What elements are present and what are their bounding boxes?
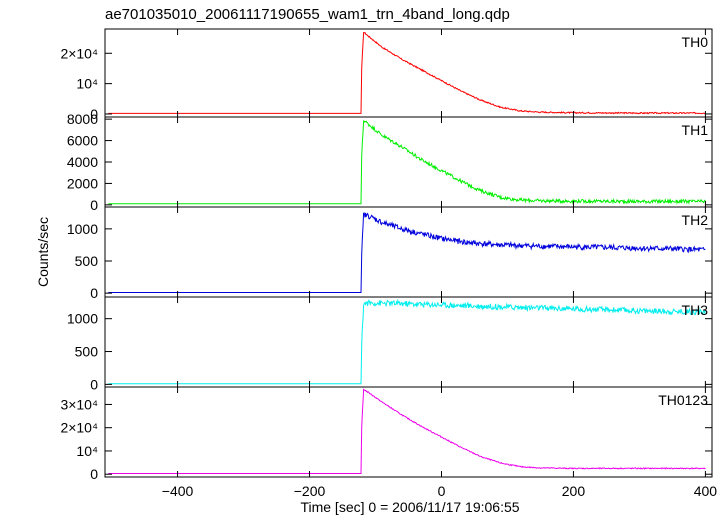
panel-th1: TH1 0 2000 4000 6000 8000 [67, 111, 713, 213]
y-tick-label: 2×10⁴ [60, 420, 98, 436]
y-tick-label: 10⁴ [76, 443, 98, 459]
y-tick-label: 1000 [67, 221, 98, 237]
y-tick-label: 2000 [67, 175, 98, 191]
y-tick-label: 500 [75, 253, 99, 269]
y-tick-label: 500 [75, 344, 99, 360]
panel-name-label: TH0 [682, 34, 709, 50]
y-tick-label: 6000 [67, 133, 98, 149]
y-tick-label: 4000 [67, 154, 98, 170]
y-tick-label: 0 [90, 106, 98, 122]
panel-name-label: TH2 [682, 212, 709, 228]
y-tick-label: 2×10⁴ [60, 45, 98, 61]
y-tick-label: 1000 [67, 311, 98, 327]
x-axis-label: Time [sec] 0 = 2006/11/17 19:06:55 [300, 499, 519, 515]
series-line-th0123 [108, 388, 706, 474]
y-tick-label: 0 [90, 466, 98, 482]
panel-frame [104, 206, 713, 298]
panel-th0123: TH0123 0 10⁴ 2×10⁴ 3×10⁴ [60, 386, 713, 482]
y-tick-label: 10⁴ [76, 76, 98, 92]
y-tick-label: 0 [90, 197, 98, 213]
panel-th2: TH2 0 500 1000 [67, 206, 713, 301]
panel-name-label: TH1 [682, 122, 709, 138]
panel-th3: TH3 0 500 1000 [67, 296, 713, 392]
chart-title: ae701035010_20061117190655_wam1_trn_4ban… [105, 6, 510, 23]
panel-frame [104, 116, 713, 208]
x-tick-label: −400 [162, 483, 194, 499]
panel-name-label: TH3 [682, 302, 709, 318]
series-line-th0 [108, 32, 706, 115]
x-tick-label: −200 [294, 483, 326, 499]
panel-frame [104, 386, 713, 478]
panels-group: TH0010⁴2×10⁴TH102000400060008000TH205001… [60, 28, 718, 499]
series-line-th3 [108, 298, 706, 385]
series-line-th2 [108, 212, 706, 293]
panel-name-label: TH0123 [658, 392, 708, 408]
panel-frame [104, 28, 713, 118]
x-tick-label: 0 [438, 483, 446, 499]
x-tick-label: 200 [562, 483, 586, 499]
series-line-th1 [108, 120, 706, 205]
y-tick-label: 0 [90, 376, 98, 392]
y-axis-label: Counts/sec [35, 217, 51, 287]
y-tick-label: 3×10⁴ [60, 396, 98, 412]
y-tick-label: 0 [90, 285, 98, 301]
x-tick-label: 400 [694, 483, 718, 499]
panel-th0: TH0 0 10⁴ 2×10⁴ [60, 28, 713, 122]
y-tick-label: 8000 [67, 111, 98, 127]
